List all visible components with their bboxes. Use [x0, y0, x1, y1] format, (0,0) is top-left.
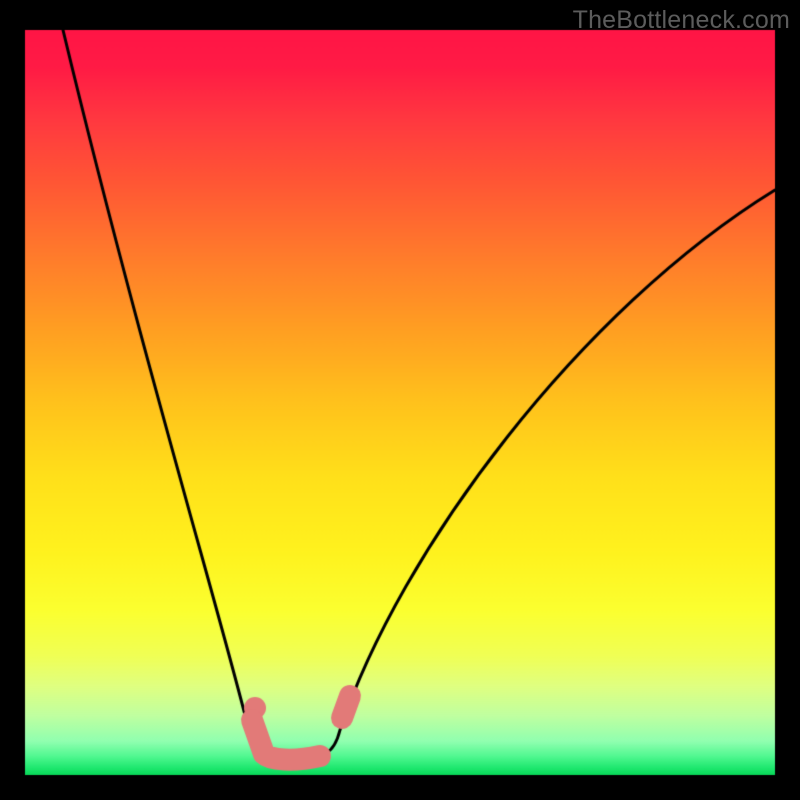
- chart-container: TheBottleneck.com: [0, 0, 800, 800]
- chart-canvas: [0, 0, 800, 800]
- watermark-label: TheBottleneck.com: [573, 6, 790, 35]
